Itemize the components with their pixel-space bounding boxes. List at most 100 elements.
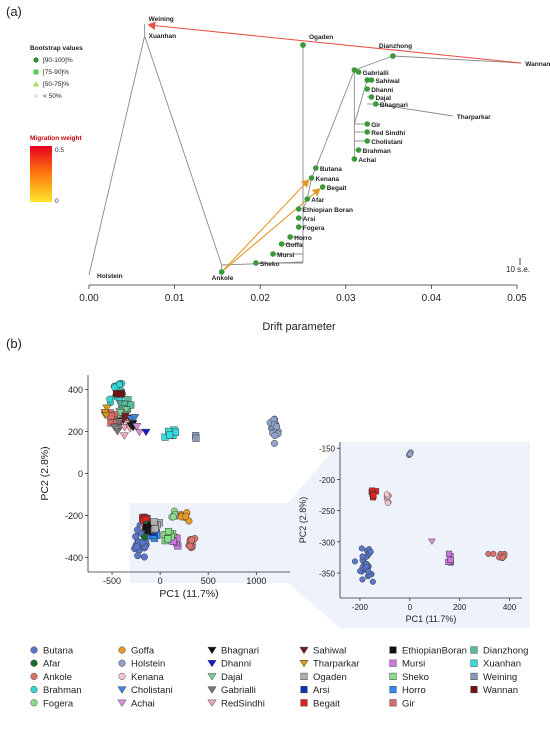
pca-x-axis-label: PC1 (11.7%) [159,588,218,600]
pca-legend-item-wannan: Wannan [470,685,518,696]
pca-point-butana [369,578,376,585]
pca-legend-label: Gir [402,698,415,709]
leaf-label-butana: Butana [320,166,342,173]
pca-legend: Butana Afar Ankole Brahman Fogera Goffa Holste… [30,646,528,709]
tree-branch [221,261,304,266]
tree-node [287,234,293,240]
leaf-label-ankole: Ankole [212,275,234,282]
pca-legend-label: Sahiwal [313,646,346,657]
pca-point-ankole [490,550,497,557]
pca-x-tick-label: 200 [453,603,467,612]
tree-branches [88,24,522,276]
bootstrap-legend-label: < 50% [43,93,62,100]
migration-edge-ankole-to-kenana [221,179,310,273]
pca-y-tick-label: 0 [78,469,83,479]
pca-legend-label: Tharparkar [313,659,359,670]
pca-legend-item-gir: Gir [389,698,415,709]
bootstrap-legend-item: [50-75]% [33,81,69,88]
leaf-label-red-sindhi: Red Sindhi [371,130,405,137]
pca-legend-label: Kenana [131,672,164,683]
pca-point-sheko [164,535,172,543]
pca-point-begait [370,492,377,499]
leaf-label-gabrialli: Gabrialli [363,70,389,77]
bootstrap-legend: Bootstrap values [90-100]% [75-90]% [50-75… [30,45,83,100]
tree-branch [353,79,368,125]
pca-legend-item-dianzhong: Dianzhong [470,646,528,657]
pca-x-tick-label: -500 [103,576,121,586]
tree-node [364,77,371,83]
tree-branch [306,177,313,200]
bootstrap-legend-title: Bootstrap values [30,45,83,52]
legend-circle-marker [33,57,39,63]
pca-legend-label: EthiopianBoran [402,646,467,657]
pca-point-brahman [106,395,114,403]
pca-y-tick-label: -400 [65,553,83,563]
pca-y-tick-label: -200 [65,511,83,521]
pca-legend-label: Horro [402,685,426,696]
leaf-label-mursi: Mursi [277,252,295,259]
pca-point-ogaden [150,518,158,526]
tree-x-tick-label: 0.05 [507,293,527,304]
leaf-label-holstein: Holstein [97,273,123,280]
pca-point-butana [134,552,142,560]
legend-triangle-marker [33,81,39,87]
pca-legend-marker [470,686,478,694]
pca-legend-label: Begait [313,698,340,709]
pca-legend-label: Wannan [483,685,518,696]
migration-legend-title: Migration weight [30,135,82,142]
pca-point-butana [140,553,148,561]
leaf-label-brahman: Brahman [363,148,391,155]
pca-point-kenana [384,499,391,506]
pca-legend-label: Dajal [221,672,243,683]
leaf-label-ogaden: Ogaden [309,34,333,41]
bootstrap-legend-item: [90-100]% [33,57,73,64]
tree-x-tick-label: 0.03 [336,293,356,304]
pca-legend-marker [117,699,127,707]
pca-legend-marker [470,659,478,667]
pca-legend-label: Afar [43,659,60,670]
pca-legend-item-dhanni: Dhanni [207,659,251,670]
panel-label-b: (b) [6,336,22,351]
pca-point-holstein [407,451,414,458]
pca-legend-label: Arsi [313,685,329,696]
tree-node [295,215,302,221]
tree-node [319,184,326,190]
tree-branch [315,69,355,169]
bootstrap-legend-item: < 50% [33,93,62,100]
tree-x-tick-label: 0.00 [79,293,99,304]
pca-legend-marker [117,686,127,694]
tree-node [308,175,315,181]
tree-node [270,251,276,257]
pca-y-tick-label: -350 [319,570,336,579]
pca-legend-marker [389,659,397,667]
leaf-label-begait: Begait [327,185,348,192]
pca-point-holstein [272,423,281,431]
pca-legend-marker [389,699,397,707]
pca-legend-label: RedSindhi [221,698,265,709]
pca-legend-item-redsindhi: RedSindhi [207,698,265,709]
tree-node [364,129,371,135]
pca-legend-marker [299,646,309,655]
pca-legend-item-sheko: Sheko [389,672,429,683]
tree-node [295,206,302,212]
pca-x-tick-label: 1000 [246,576,266,586]
pca-point-butana [358,545,365,552]
leaf-label-fogera: Fogera [303,225,325,232]
pca-legend-item-achai: Achai [117,698,155,709]
pca-legend-marker [207,673,217,681]
leaf-label-horro: Horro [294,235,312,242]
leaf-label-dhanni: Dhanni [371,87,393,94]
pca-legend-marker [300,699,308,707]
leaf-label-dajal: Dajal [375,95,391,102]
pca-point-mursi [445,550,453,557]
pca-points [100,379,282,561]
pca-y-tick-label: 200 [68,427,83,437]
legend-square-marker [33,69,39,75]
pca-points [351,449,508,585]
pca-legend-label: Sheko [402,672,429,683]
panel-label-a: (a) [6,4,22,19]
treemix-tree: 0.00 0.01 0.02 0.03 0.04 0.05 Weining Xuanhan H… [79,16,550,304]
tree-node [364,86,371,92]
pca-legend-label: Fogera [43,698,74,709]
pca-point-ogaden [151,525,159,533]
